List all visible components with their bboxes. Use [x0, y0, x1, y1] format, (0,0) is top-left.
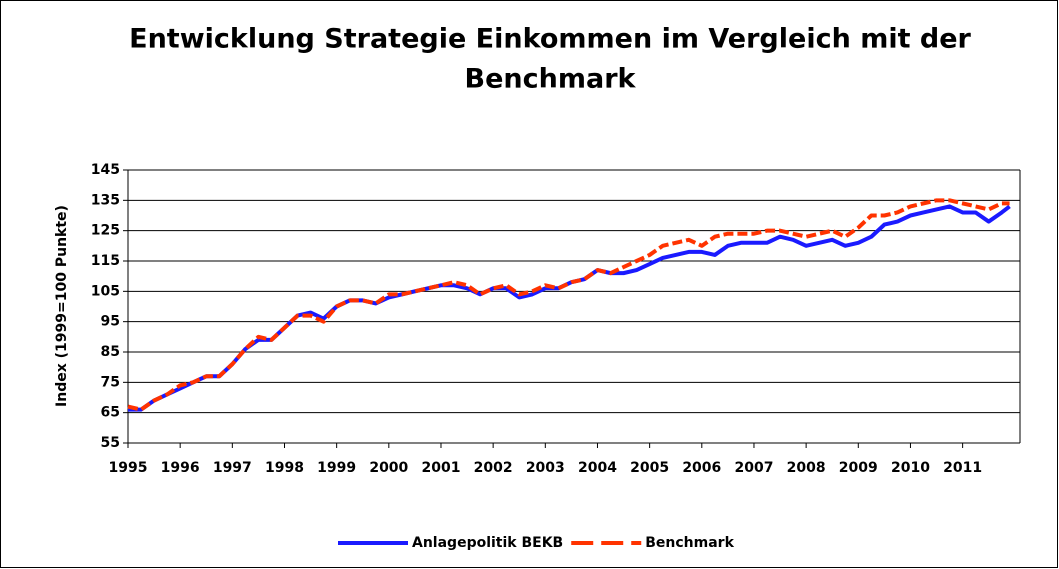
x-tick-label: 1996 — [161, 460, 200, 476]
x-tick-label: 2008 — [787, 460, 826, 476]
x-tick-label: 2003 — [526, 460, 565, 476]
chart-title: Benchmark — [465, 64, 637, 95]
y-tick-label: 145 — [91, 162, 120, 178]
x-tick-label: 2004 — [578, 460, 617, 476]
y-tick-label: 125 — [91, 223, 120, 239]
y-tick-label: 115 — [91, 253, 120, 269]
y-tick-label: 135 — [91, 192, 120, 208]
y-tick-label: 65 — [101, 405, 120, 421]
x-tick-label: 2010 — [891, 460, 930, 476]
x-tick-label: 1999 — [317, 460, 356, 476]
series-line — [127, 198, 1010, 412]
x-tick-label: 2006 — [682, 460, 721, 476]
x-tick-label: 1995 — [109, 460, 148, 476]
x-tick-label: 2007 — [734, 460, 773, 476]
x-tick-label: 2002 — [474, 460, 513, 476]
y-tick-label: 105 — [91, 283, 120, 299]
x-tick-label: 1998 — [265, 460, 304, 476]
y-axis-label: Index (1999=100 Punkte) — [54, 205, 70, 407]
y-tick-label: 95 — [101, 314, 120, 330]
y-tick-label: 85 — [101, 344, 120, 360]
x-tick-label: 2000 — [369, 460, 408, 476]
x-tick-label: 2001 — [421, 460, 460, 476]
chart-title: Entwicklung Strategie Einkommen im Vergl… — [129, 24, 971, 55]
x-tick-label: 2005 — [630, 460, 669, 476]
x-tick-label: 2009 — [839, 460, 878, 476]
legend-label: Anlagepolitik BEKB — [412, 535, 563, 551]
y-tick-label: 75 — [101, 374, 120, 390]
x-tick-label: 2011 — [943, 460, 982, 476]
legend-label: Benchmark — [645, 535, 734, 551]
x-tick-label: 1997 — [213, 460, 252, 476]
y-tick-label: 55 — [101, 435, 120, 451]
